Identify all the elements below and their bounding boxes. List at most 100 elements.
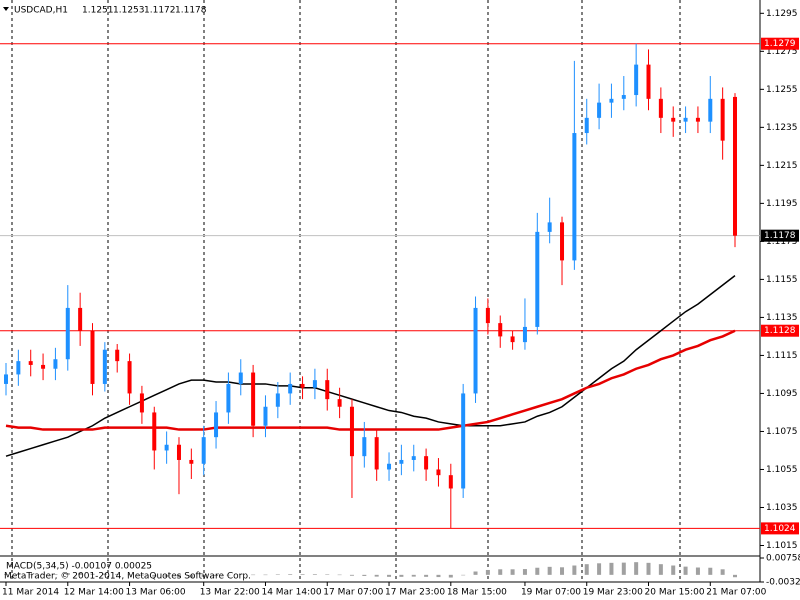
- macd-bar: [671, 565, 676, 575]
- y-tick-label: 1.1235: [766, 123, 798, 133]
- header-low: 1.1172: [144, 6, 176, 16]
- candle-body: [399, 459, 404, 464]
- y-tick-label: 1.1115: [766, 351, 798, 361]
- candle-body: [708, 98, 713, 122]
- symbol: USDCAD,H1: [14, 6, 68, 16]
- y-tick-label: 1.1175: [766, 237, 798, 247]
- x-tick-label: 19 Mar 07:00: [521, 588, 581, 598]
- candle-body: [572, 133, 577, 261]
- candle-body: [127, 361, 132, 394]
- candle-body: [288, 383, 293, 394]
- candle-body: [424, 456, 429, 470]
- macd-bar: [41, 574, 46, 575]
- x-tick-label: 21 Mar 07:00: [706, 588, 766, 598]
- candle-body: [362, 437, 367, 457]
- macd-bar: [337, 574, 342, 576]
- candle-body: [115, 349, 120, 362]
- macd-bar: [436, 574, 441, 578]
- candle-body: [695, 117, 700, 122]
- macd-bar: [102, 573, 107, 575]
- macd-bar: [547, 566, 552, 575]
- macd-bar: [214, 574, 219, 576]
- candle-body: [547, 222, 552, 232]
- macd-bar: [164, 574, 169, 577]
- candle-body: [584, 117, 589, 134]
- macd-bar: [572, 565, 577, 575]
- macd-bar: [461, 574, 466, 576]
- macd-bar: [708, 567, 713, 575]
- candle-body: [201, 437, 206, 464]
- macd-bar: [695, 567, 700, 575]
- y-tick-label: 1.1015: [766, 541, 798, 551]
- macd-bar: [349, 574, 354, 576]
- candle-body: [164, 444, 169, 451]
- x-tick-label: 17 Mar 23:00: [385, 588, 445, 598]
- y-tick-label: 1.1295: [766, 9, 798, 19]
- macd-bar: [127, 574, 132, 576]
- macd-bar: [78, 572, 83, 575]
- macd-bar: [485, 569, 490, 575]
- level-label: 1.1128: [764, 326, 796, 336]
- macd-bar: [720, 569, 725, 575]
- candle-body: [28, 361, 33, 365]
- macd-bar: [189, 574, 194, 578]
- candle-body: [176, 444, 181, 460]
- macd-bar: [560, 567, 565, 575]
- macd-bar: [288, 574, 293, 575]
- candle-body: [683, 117, 688, 122]
- y-tick-label: 1.1055: [766, 465, 798, 475]
- candle-body: [90, 330, 95, 384]
- candle-body: [325, 380, 330, 400]
- x-tick-label: 13 Mar 22:00: [200, 588, 260, 598]
- macd-bar: [374, 574, 379, 577]
- macd-bar: [646, 562, 651, 575]
- x-tick-label: 13 Mar 06:00: [126, 588, 186, 598]
- candle-body: [102, 349, 107, 384]
- candle-body: [597, 102, 602, 118]
- candle-body: [485, 307, 490, 324]
- macd-bar: [387, 574, 392, 577]
- macd-bar: [201, 574, 206, 577]
- candle-body: [658, 98, 663, 118]
- candle-body: [498, 323, 503, 337]
- candle-body: [411, 456, 416, 460]
- menu-arrow: [3, 7, 9, 11]
- level-label: 1.1024: [764, 524, 796, 534]
- x-tick-label: 11 Mar 2014: [2, 588, 59, 598]
- candle-body: [65, 307, 70, 360]
- candle-body: [300, 383, 305, 388]
- candle-body: [671, 117, 676, 122]
- candle-body: [78, 307, 83, 331]
- y-tick-label: 1.1275: [766, 47, 798, 57]
- y-tick-label: 1.1135: [766, 313, 798, 323]
- macd-bar: [621, 562, 626, 575]
- level-label-box: [761, 522, 799, 535]
- candle-body: [238, 372, 243, 384]
- macd-bar: [658, 564, 663, 575]
- candle-body: [4, 374, 8, 384]
- macd-bar: [16, 573, 21, 575]
- level-label: 1.1279: [764, 39, 796, 49]
- candle-body: [275, 393, 280, 407]
- macd-bar: [733, 574, 737, 578]
- macd-bar: [325, 574, 330, 575]
- header-close: 1.1178: [175, 6, 207, 16]
- y-tick-label: 1.1215: [766, 161, 798, 171]
- x-tick-label: 19 Mar 23:00: [583, 588, 643, 598]
- candle-body: [461, 393, 466, 489]
- candle-body: [510, 336, 515, 343]
- copyright: MetaTrader, © 2001-2014, MetaQuotes Soft…: [4, 572, 251, 582]
- x-tick-label: 17 Mar 07:00: [323, 588, 383, 598]
- candle-body: [189, 459, 194, 464]
- candle-body: [41, 364, 46, 369]
- candle-body: [609, 98, 614, 103]
- candle-body: [646, 64, 651, 99]
- macd-tick-label: 0.00758: [766, 554, 800, 564]
- macd-bar: [115, 573, 120, 575]
- macd-label: MACD(5,34,5) -0.00107 0.00025: [6, 562, 152, 572]
- candle-body: [621, 95, 626, 99]
- macd-bar: [399, 574, 404, 577]
- macd-bar: [411, 574, 416, 577]
- current-price-label: 1.1178: [764, 231, 796, 241]
